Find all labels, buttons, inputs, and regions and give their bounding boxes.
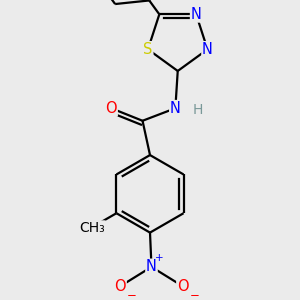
Text: N: N: [170, 101, 181, 116]
Text: O: O: [105, 101, 117, 116]
Text: CH₃: CH₃: [79, 221, 105, 235]
Text: −: −: [127, 289, 137, 300]
Text: O: O: [177, 279, 189, 294]
Text: +: +: [154, 253, 163, 263]
Text: S: S: [143, 42, 153, 57]
Text: N: N: [146, 260, 157, 274]
Text: N: N: [191, 7, 202, 22]
Text: H: H: [193, 103, 203, 117]
Text: −: −: [190, 289, 200, 300]
Text: O: O: [114, 279, 126, 294]
Text: N: N: [202, 42, 213, 57]
